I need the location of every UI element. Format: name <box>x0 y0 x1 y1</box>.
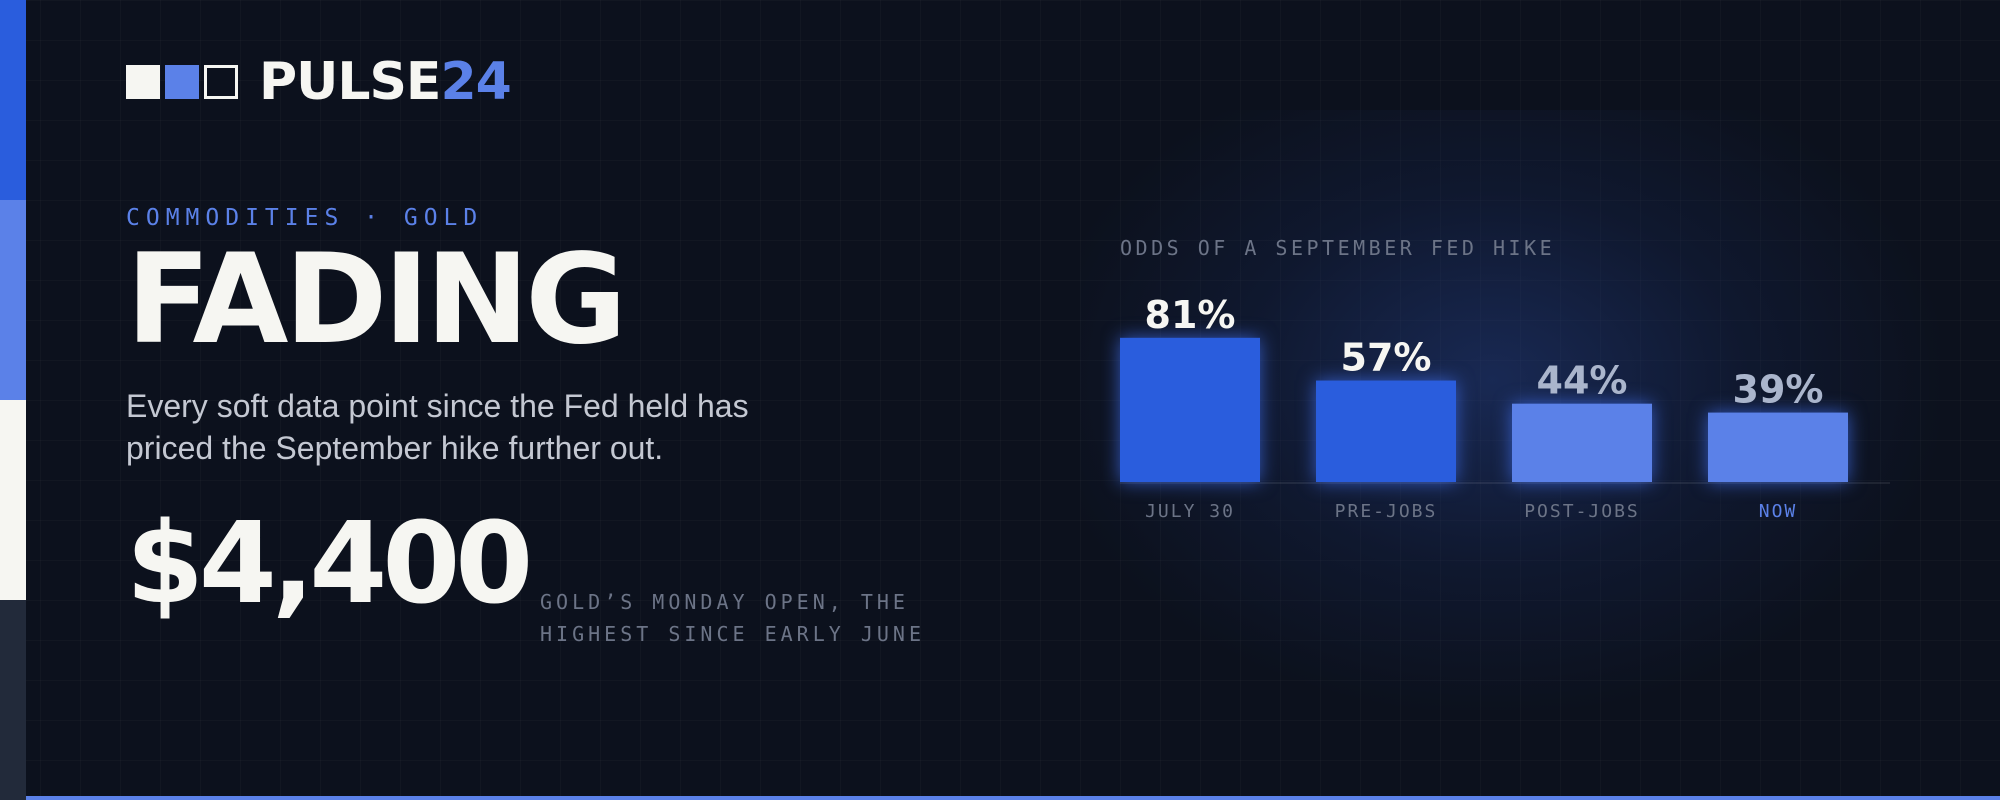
brand-logo: PULSE24 <box>126 56 512 108</box>
bar-category-label: JULY 30 <box>1145 501 1235 522</box>
bar-post-jobs <box>1512 403 1652 482</box>
brand-name-accent: 24 <box>440 52 511 112</box>
edge-stripe <box>0 0 26 800</box>
odds-bar-chart: 81% JULY 30 57% PRE-JOBS 44% POST-JOBS 39% NOW <box>1120 293 1890 522</box>
edge-stripe-segment <box>0 200 26 400</box>
bar-value-label: 57% <box>1341 336 1432 380</box>
bar-july-30 <box>1120 337 1260 482</box>
gold-price: $4,400 <box>126 499 533 629</box>
bar-category-label: NOW <box>1759 501 1798 522</box>
bar-value-label: 81% <box>1145 293 1236 337</box>
bar-category-label: POST-JOBS <box>1524 501 1640 522</box>
dek-text: Every soft data point since the Fed held… <box>126 388 749 466</box>
bar-category-label: PRE-JOBS <box>1335 501 1438 522</box>
brand-wordmark: PULSE24 <box>259 56 512 108</box>
logo-square-blue <box>165 65 199 99</box>
bar-value-label: 39% <box>1733 368 1824 412</box>
section-eyebrow: COMMODITIES · GOLD <box>126 205 484 231</box>
bar-value-label: 44% <box>1537 359 1628 403</box>
edge-stripe-segment <box>0 0 26 200</box>
headline: FADING <box>126 228 627 372</box>
logo-square-white <box>126 65 160 99</box>
edge-stripe-segment <box>0 400 26 600</box>
chart-title: ODDS OF A SEPTEMBER FED HIKE <box>1120 236 1556 260</box>
logo-square-outline <box>204 65 238 99</box>
edge-stripe-segment <box>0 600 26 800</box>
bar-now <box>1708 412 1848 482</box>
price-note: GOLD’S MONDAY OPEN, THE HIGHEST SINCE EA… <box>540 590 925 646</box>
bottom-rule <box>26 796 2000 800</box>
bar-pre-jobs <box>1316 380 1456 482</box>
brand-name: PULSE <box>259 52 441 112</box>
